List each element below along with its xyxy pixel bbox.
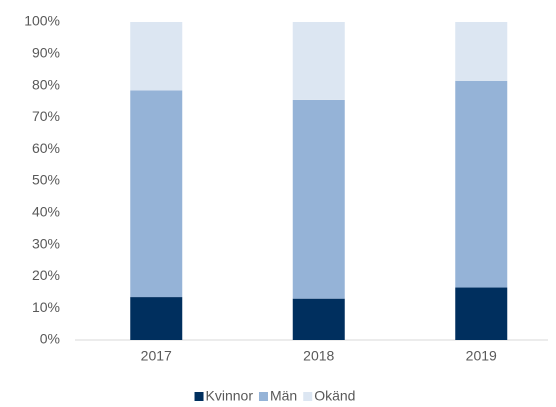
y-tick-label: 90%: [32, 45, 60, 61]
x-tick-label: 2019: [466, 348, 497, 364]
y-tick-label: 80%: [32, 76, 60, 92]
bar-segment: [455, 287, 508, 340]
bar-segment: [130, 22, 183, 91]
y-tick-label: 30%: [32, 235, 60, 251]
bar-segment: [292, 298, 345, 340]
y-tick-label: 50%: [32, 172, 60, 188]
bar-segment: [455, 80, 508, 288]
y-tick-label: 0%: [40, 331, 60, 347]
legend-label: Män: [270, 388, 297, 404]
bar-segment: [292, 99, 345, 299]
x-tick-label: 2017: [141, 348, 172, 364]
y-tick-label: 10%: [32, 299, 60, 315]
legend-swatch: [194, 392, 204, 401]
bar-segment: [130, 90, 183, 298]
legend-swatch: [258, 392, 268, 401]
legend-label: Okänd: [314, 388, 355, 404]
y-tick-label: 100%: [24, 13, 60, 29]
bar-segment: [455, 22, 508, 81]
y-tick-label: 20%: [32, 267, 60, 283]
legend-swatch: [303, 392, 313, 401]
x-tick-label: 2018: [303, 348, 334, 364]
legend-label: Kvinnor: [206, 388, 254, 404]
bar-segment: [130, 297, 183, 340]
y-tick-label: 40%: [32, 204, 60, 220]
y-tick-label: 70%: [32, 108, 60, 124]
y-tick-label: 60%: [32, 140, 60, 156]
bar-segment: [292, 22, 345, 100]
